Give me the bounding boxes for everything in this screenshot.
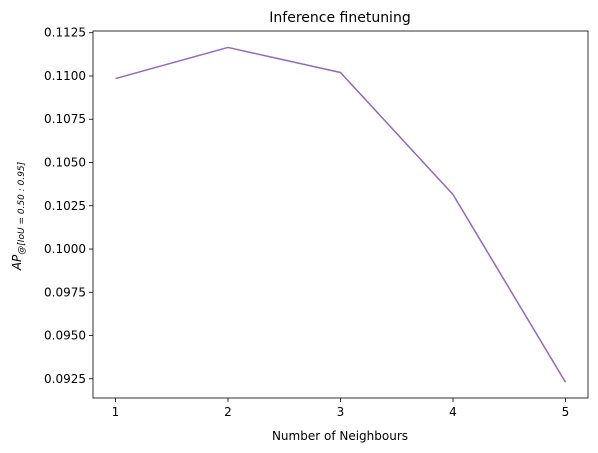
x-tick-label: 1 [112, 405, 120, 419]
y-tick-label: 0.1025 [44, 199, 86, 213]
y-tick-label: 0.1075 [44, 112, 86, 126]
y-axis-label: AP@[IoU = 0.50 : 0.95] [10, 161, 27, 271]
y-tick-label: 0.0975 [44, 285, 86, 299]
y-tick-label: 0.1100 [44, 69, 86, 83]
y-tick-label: 0.0950 [44, 329, 86, 343]
y-tick-label: 0.1125 [44, 26, 86, 40]
axes-frame [92, 30, 589, 399]
y-axis-label-main: AP [10, 254, 24, 271]
x-tick-label: 3 [337, 405, 345, 419]
y-tick-label: 0.1050 [44, 156, 86, 170]
chart-title: Inference finetuning [269, 10, 410, 26]
x-tick-label: 2 [224, 405, 232, 419]
series-line [115, 46, 567, 383]
x-tick-label: 4 [449, 405, 457, 419]
y-tick-label: 0.1000 [44, 242, 86, 256]
x-tick-label: 5 [562, 405, 570, 419]
y-tick-label: 0.0925 [44, 372, 86, 386]
x-axis-label: Number of Neighbours [272, 429, 408, 443]
y-axis-label-subscript: @[IoU = 0.50 : 0.95] [17, 161, 27, 254]
plot-area [115, 46, 567, 383]
